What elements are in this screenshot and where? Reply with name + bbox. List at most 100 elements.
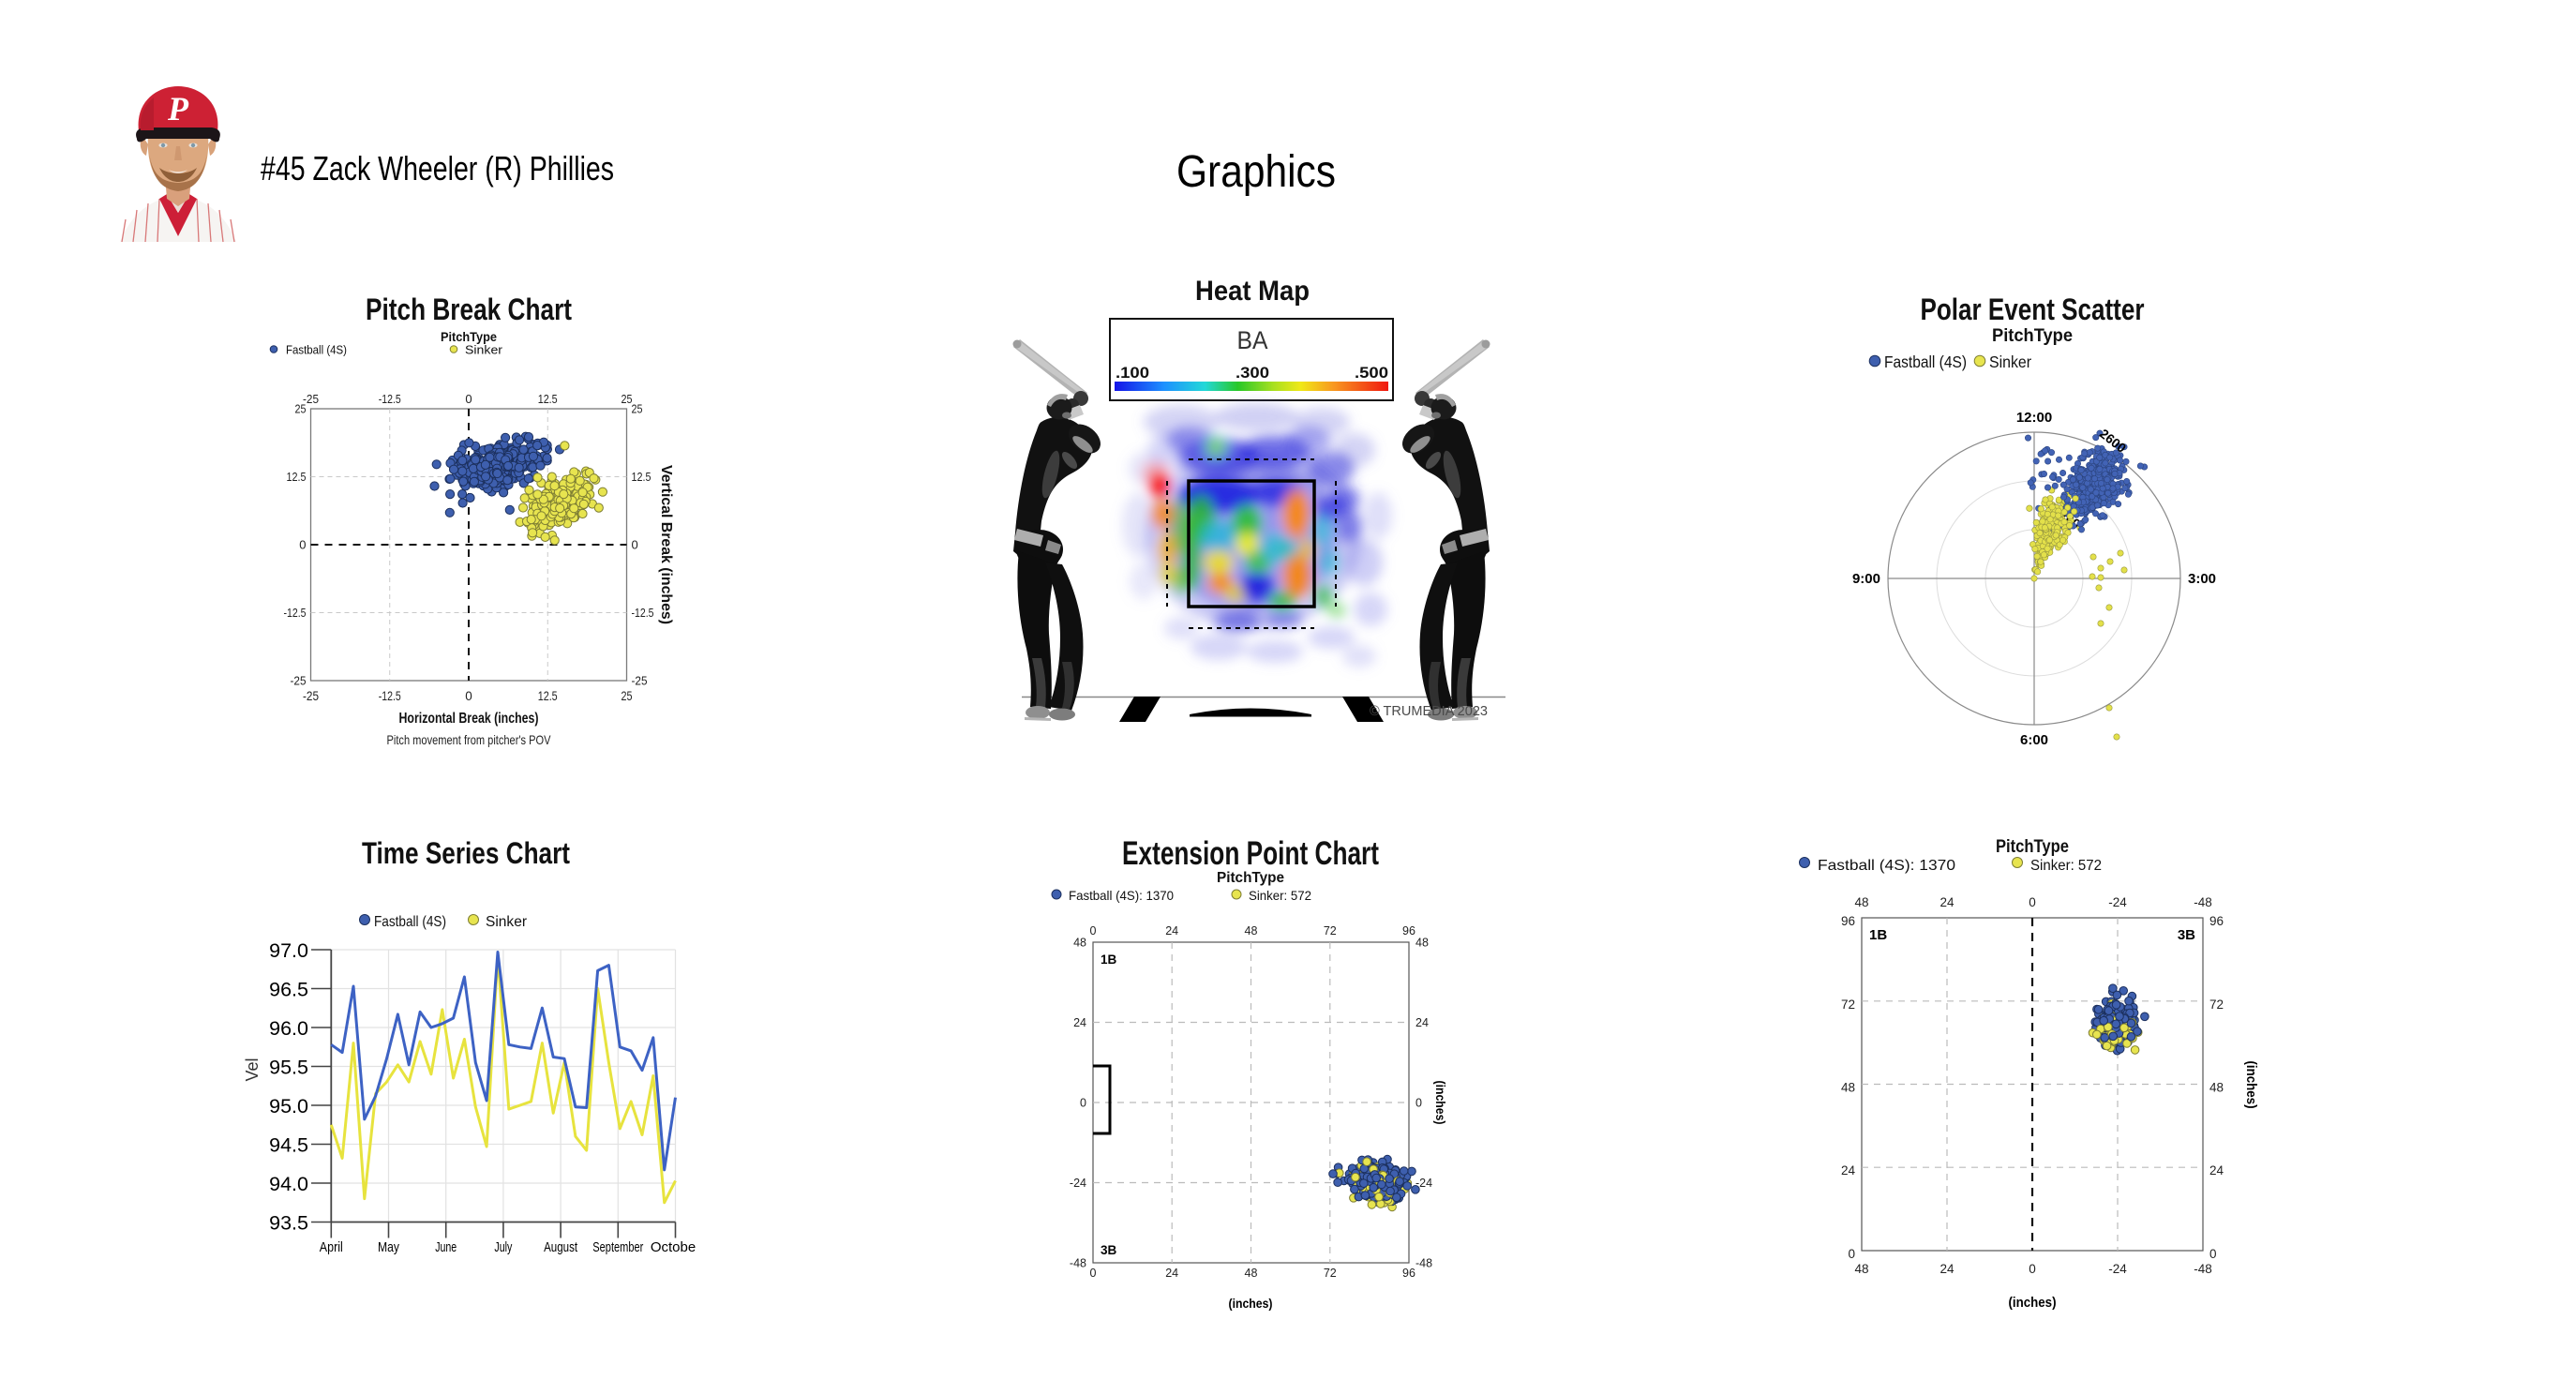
- svg-text:0: 0: [465, 392, 472, 406]
- svg-text:-24: -24: [2108, 895, 2127, 909]
- svg-text:Horizontal Break (inches): Horizontal Break (inches): [399, 711, 539, 727]
- svg-text:-48: -48: [2194, 895, 2212, 909]
- svg-text:94.5: 94.5: [269, 1134, 308, 1157]
- svg-text:48: 48: [1415, 937, 1429, 950]
- svg-text:72: 72: [1841, 998, 1855, 1012]
- svg-text:72: 72: [2209, 998, 2224, 1012]
- svg-text:93.5: 93.5: [269, 1212, 308, 1235]
- svg-text:48: 48: [1854, 895, 1868, 909]
- svg-text:9:00: 9:00: [1852, 571, 1880, 587]
- svg-text:3B: 3B: [1101, 1243, 1117, 1257]
- svg-text:-12.5: -12.5: [284, 606, 307, 620]
- svg-text:-12.5: -12.5: [632, 606, 654, 620]
- svg-text:May: May: [378, 1239, 399, 1255]
- svg-text:(inches): (inches): [2009, 1296, 2057, 1311]
- svg-text:-48: -48: [2194, 1262, 2212, 1276]
- svg-text:48: 48: [1854, 1262, 1868, 1276]
- svg-text:0: 0: [299, 538, 306, 552]
- svg-text:Sinker: Sinker: [465, 344, 502, 357]
- svg-text:24: 24: [1165, 924, 1178, 938]
- svg-text:1B: 1B: [1101, 952, 1117, 967]
- svg-text:25: 25: [295, 402, 307, 416]
- svg-text:Fastball (4S): 1370: Fastball (4S): 1370: [1818, 858, 1955, 874]
- svg-text:-25: -25: [303, 689, 319, 703]
- svg-text:-24: -24: [1070, 1177, 1086, 1190]
- svg-text:August: August: [544, 1239, 578, 1255]
- svg-text:96: 96: [1841, 914, 1855, 928]
- svg-text:25: 25: [622, 689, 633, 703]
- svg-text:12.5: 12.5: [287, 470, 307, 484]
- svg-text:0: 0: [1090, 924, 1097, 938]
- svg-text:96: 96: [1402, 924, 1415, 938]
- svg-text:.300: .300: [1236, 364, 1269, 382]
- svg-text:-24: -24: [2108, 1262, 2127, 1276]
- svg-text:-25: -25: [291, 674, 307, 688]
- svg-text:1B: 1B: [1869, 927, 1887, 943]
- svg-text:Heat Map: Heat Map: [1195, 276, 1310, 307]
- svg-text:PitchType: PitchType: [1992, 326, 2073, 346]
- svg-text:Polar Event Scatter: Polar Event Scatter: [1921, 292, 2145, 326]
- svg-text:PitchType: PitchType: [441, 329, 497, 344]
- svg-text:24: 24: [1073, 1016, 1086, 1029]
- svg-text:Graphics: Graphics: [1176, 147, 1336, 197]
- svg-text:24: 24: [2209, 1163, 2224, 1178]
- svg-text:0: 0: [632, 538, 638, 552]
- svg-text:0: 0: [1090, 1267, 1097, 1280]
- svg-text:25: 25: [632, 402, 643, 416]
- svg-text:Sinker: Sinker: [486, 914, 528, 930]
- svg-text:PitchType: PitchType: [1996, 837, 2069, 857]
- svg-text:24: 24: [1939, 895, 1954, 909]
- svg-text:72: 72: [1324, 1267, 1337, 1280]
- svg-text:96: 96: [2209, 914, 2224, 928]
- svg-text:Pitch Break Chart: Pitch Break Chart: [366, 292, 572, 326]
- svg-text:0: 0: [1080, 1097, 1086, 1110]
- svg-text:Vel: Vel: [243, 1058, 262, 1081]
- svg-text:(inches): (inches): [2243, 1061, 2258, 1109]
- svg-text:(inches): (inches): [1433, 1081, 1447, 1125]
- svg-text:0: 0: [1848, 1247, 1855, 1261]
- svg-text:48: 48: [1841, 1081, 1855, 1095]
- svg-text:July: July: [494, 1239, 512, 1255]
- svg-text:96: 96: [1402, 1267, 1415, 1280]
- svg-text:September: September: [592, 1239, 643, 1255]
- svg-text:-12.5: -12.5: [379, 392, 401, 406]
- svg-text:Sinker: 572: Sinker: 572: [2030, 858, 2102, 874]
- svg-text:24: 24: [1165, 1267, 1178, 1280]
- svg-text:April: April: [320, 1239, 343, 1255]
- svg-text:95.5: 95.5: [269, 1057, 308, 1079]
- svg-text:94.0: 94.0: [269, 1173, 308, 1195]
- svg-text:0: 0: [2209, 1247, 2217, 1261]
- svg-text:24: 24: [1939, 1262, 1954, 1276]
- svg-text:BA: BA: [1237, 326, 1268, 354]
- svg-text:June: June: [435, 1239, 457, 1255]
- svg-text:12.5: 12.5: [538, 689, 558, 703]
- svg-text:48: 48: [2209, 1081, 2224, 1095]
- svg-text:0: 0: [465, 689, 472, 703]
- svg-text:© TRUMEDIA 2023: © TRUMEDIA 2023: [1370, 703, 1488, 719]
- svg-text:48: 48: [1245, 924, 1258, 938]
- svg-text:-25: -25: [303, 392, 319, 406]
- svg-text:-25: -25: [632, 674, 648, 688]
- svg-text:Extension Point Chart: Extension Point Chart: [1122, 835, 1379, 872]
- svg-text:72: 72: [1324, 924, 1337, 938]
- svg-text:0: 0: [2029, 895, 2036, 909]
- svg-text:96.0: 96.0: [269, 1017, 308, 1040]
- svg-text:3:00: 3:00: [2188, 571, 2216, 587]
- svg-text:-48: -48: [1070, 1257, 1086, 1270]
- svg-text:12:00: 12:00: [2016, 410, 2052, 426]
- svg-text:P: P: [167, 90, 189, 128]
- svg-text:12.5: 12.5: [632, 470, 651, 484]
- svg-text:Pitch movement from pitcher's: Pitch movement from pitcher's POV: [387, 732, 552, 747]
- svg-text:PitchType: PitchType: [1217, 870, 1284, 886]
- svg-text:Time Series Chart: Time Series Chart: [362, 836, 570, 870]
- svg-text:12.5: 12.5: [538, 392, 558, 406]
- svg-text:0: 0: [2029, 1262, 2036, 1276]
- svg-text:#45 Zack Wheeler (R) Phillies: #45 Zack Wheeler (R) Phillies: [261, 149, 614, 188]
- svg-text:-12.5: -12.5: [379, 689, 401, 703]
- svg-text:95.0: 95.0: [269, 1095, 308, 1118]
- svg-text:Fastball (4S): Fastball (4S): [1884, 352, 1967, 371]
- svg-text:Sinker: 572: Sinker: 572: [1249, 888, 1311, 903]
- svg-text:48: 48: [1245, 1267, 1258, 1280]
- svg-text:96.5: 96.5: [269, 979, 308, 1001]
- svg-text:24: 24: [1841, 1163, 1856, 1178]
